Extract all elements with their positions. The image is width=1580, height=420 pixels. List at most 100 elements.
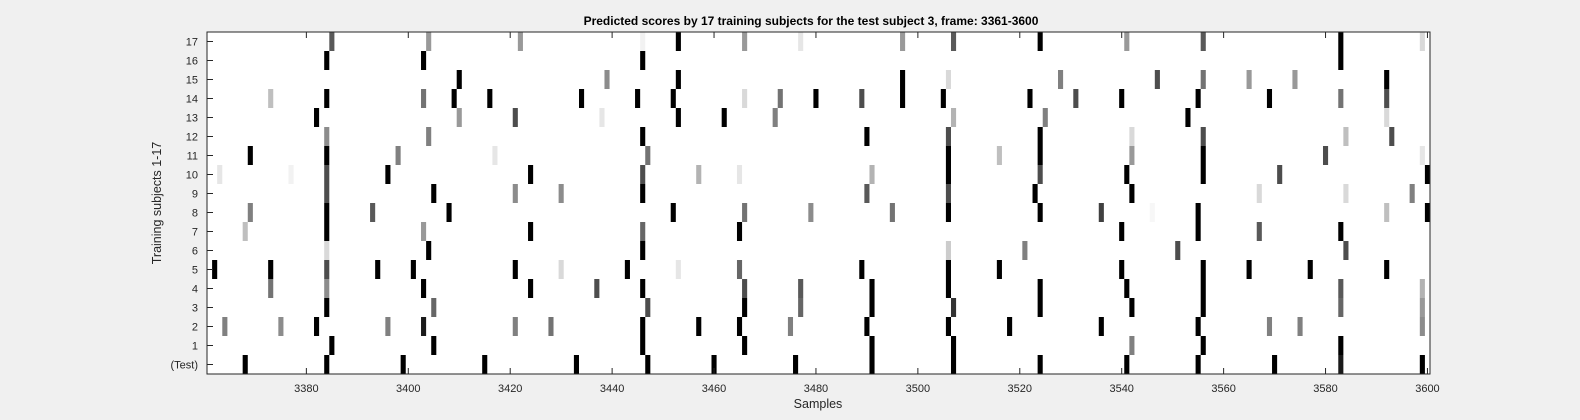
heatmap-cell xyxy=(604,70,610,89)
heatmap-cell xyxy=(482,355,488,374)
heatmap-cell xyxy=(736,317,743,336)
y-tick-label: 3 xyxy=(192,303,198,315)
heatmap-cell xyxy=(395,146,401,165)
heatmap-cell xyxy=(1200,70,1206,89)
heatmap-cell xyxy=(247,203,253,222)
heatmap-cell xyxy=(945,203,951,222)
heatmap-cell xyxy=(864,127,870,146)
heatmap-cell xyxy=(1343,184,1349,203)
x-tick-label: 3580 xyxy=(1313,383,1337,395)
heatmap-cell xyxy=(1119,222,1125,241)
heatmap-cell xyxy=(1343,241,1349,260)
heatmap-cell xyxy=(1272,355,1278,374)
heatmap-cell xyxy=(777,89,783,108)
heatmap-cell xyxy=(1200,279,1206,298)
heatmap-cell xyxy=(324,203,330,222)
heatmap-cell xyxy=(1037,355,1043,374)
heatmap-cell xyxy=(742,203,748,222)
heatmap-cell xyxy=(517,32,523,51)
heatmap-cell xyxy=(696,317,702,336)
heatmap-cell xyxy=(1419,32,1425,51)
heatmap-cell xyxy=(670,89,676,108)
heatmap-cell xyxy=(1200,146,1206,165)
heatmap-cell xyxy=(640,184,646,203)
heatmap-cell xyxy=(1419,317,1425,336)
heatmap-cell xyxy=(675,108,681,127)
y-tick-label: 4 xyxy=(192,284,198,296)
heatmap-cell xyxy=(426,241,432,260)
heatmap-cell xyxy=(1098,317,1104,336)
heatmap-cell xyxy=(1058,70,1064,89)
heatmap-cell xyxy=(640,279,646,298)
heatmap-cell xyxy=(1322,146,1329,165)
heatmap-cell xyxy=(1419,355,1425,374)
heatmap-cell xyxy=(217,165,223,184)
heatmap-cell xyxy=(869,279,875,298)
heatmap-cell xyxy=(324,279,330,298)
heatmap-cell xyxy=(1277,165,1283,184)
heatmap-cell xyxy=(1424,203,1430,222)
heatmap-cell xyxy=(808,203,814,222)
heatmap-cell xyxy=(1119,89,1125,108)
heatmap-cell xyxy=(426,127,432,146)
heatmap-cell xyxy=(324,127,330,146)
heatmap-cell xyxy=(1338,355,1344,374)
heatmap-cell xyxy=(528,165,534,184)
heatmap-cell xyxy=(640,165,646,184)
y-tick-label: 2 xyxy=(192,322,198,334)
heatmap-cell xyxy=(400,355,406,374)
heatmap-cell xyxy=(736,165,743,184)
heatmap-cell xyxy=(385,165,391,184)
heatmap-cell xyxy=(222,317,228,336)
heatmap-cell xyxy=(996,146,1002,165)
heatmap-cell xyxy=(1195,355,1201,374)
heatmap-cell xyxy=(945,241,951,260)
heatmap-cell xyxy=(451,89,457,108)
heatmap-cell xyxy=(1195,203,1201,222)
heatmap-cell xyxy=(1037,165,1043,184)
heatmap-cell xyxy=(670,203,676,222)
heatmap-cell xyxy=(324,222,330,241)
heatmap-cell xyxy=(798,298,804,317)
x-axis-ticks: 3380 3400 3420 3440 3460 3480 3500 3520 3540 3560… xyxy=(294,32,1440,395)
heatmap-cell xyxy=(324,260,330,279)
heatmap-cell xyxy=(940,89,946,108)
heatmap-cell xyxy=(742,32,748,51)
heatmap-cell xyxy=(1384,108,1390,127)
heatmap-cell xyxy=(640,32,646,51)
heatmap-cell xyxy=(1338,279,1344,298)
heatmap-cell xyxy=(456,70,462,89)
heatmap-cell xyxy=(996,260,1002,279)
heatmap-cell xyxy=(512,184,518,203)
x-tick-label: 3400 xyxy=(396,383,420,395)
heatmap-cell xyxy=(324,146,330,165)
heatmap-cell xyxy=(1266,317,1273,336)
heatmap-cell xyxy=(945,279,951,298)
heatmap-cell xyxy=(426,32,432,51)
heatmap-cell xyxy=(324,51,330,70)
heatmap-cell xyxy=(1246,260,1252,279)
cells-layer xyxy=(212,32,1430,374)
heatmap-cell xyxy=(889,203,895,222)
heatmap-cell xyxy=(242,222,248,241)
heatmap-cell xyxy=(385,317,391,336)
heatmap-cell xyxy=(1098,203,1104,222)
heatmap-cell xyxy=(640,127,646,146)
heatmap-cell xyxy=(900,70,906,89)
heatmap-cell xyxy=(492,146,498,165)
heatmap-cell xyxy=(1195,89,1201,108)
heatmap-cell xyxy=(1343,127,1349,146)
heatmap-cell xyxy=(869,298,875,317)
heatmap-cell xyxy=(1037,127,1043,146)
x-tick-label: 3540 xyxy=(1109,383,1133,395)
heatmap-cell xyxy=(1129,298,1135,317)
heatmap-cell xyxy=(446,203,452,222)
heatmap-cell xyxy=(1424,165,1430,184)
heatmap-cell xyxy=(421,51,427,70)
heatmap-cell xyxy=(950,108,957,127)
heatmap-cell xyxy=(742,336,748,355)
y-tick-label: 16 xyxy=(186,56,198,68)
heatmap-cell xyxy=(675,70,681,89)
